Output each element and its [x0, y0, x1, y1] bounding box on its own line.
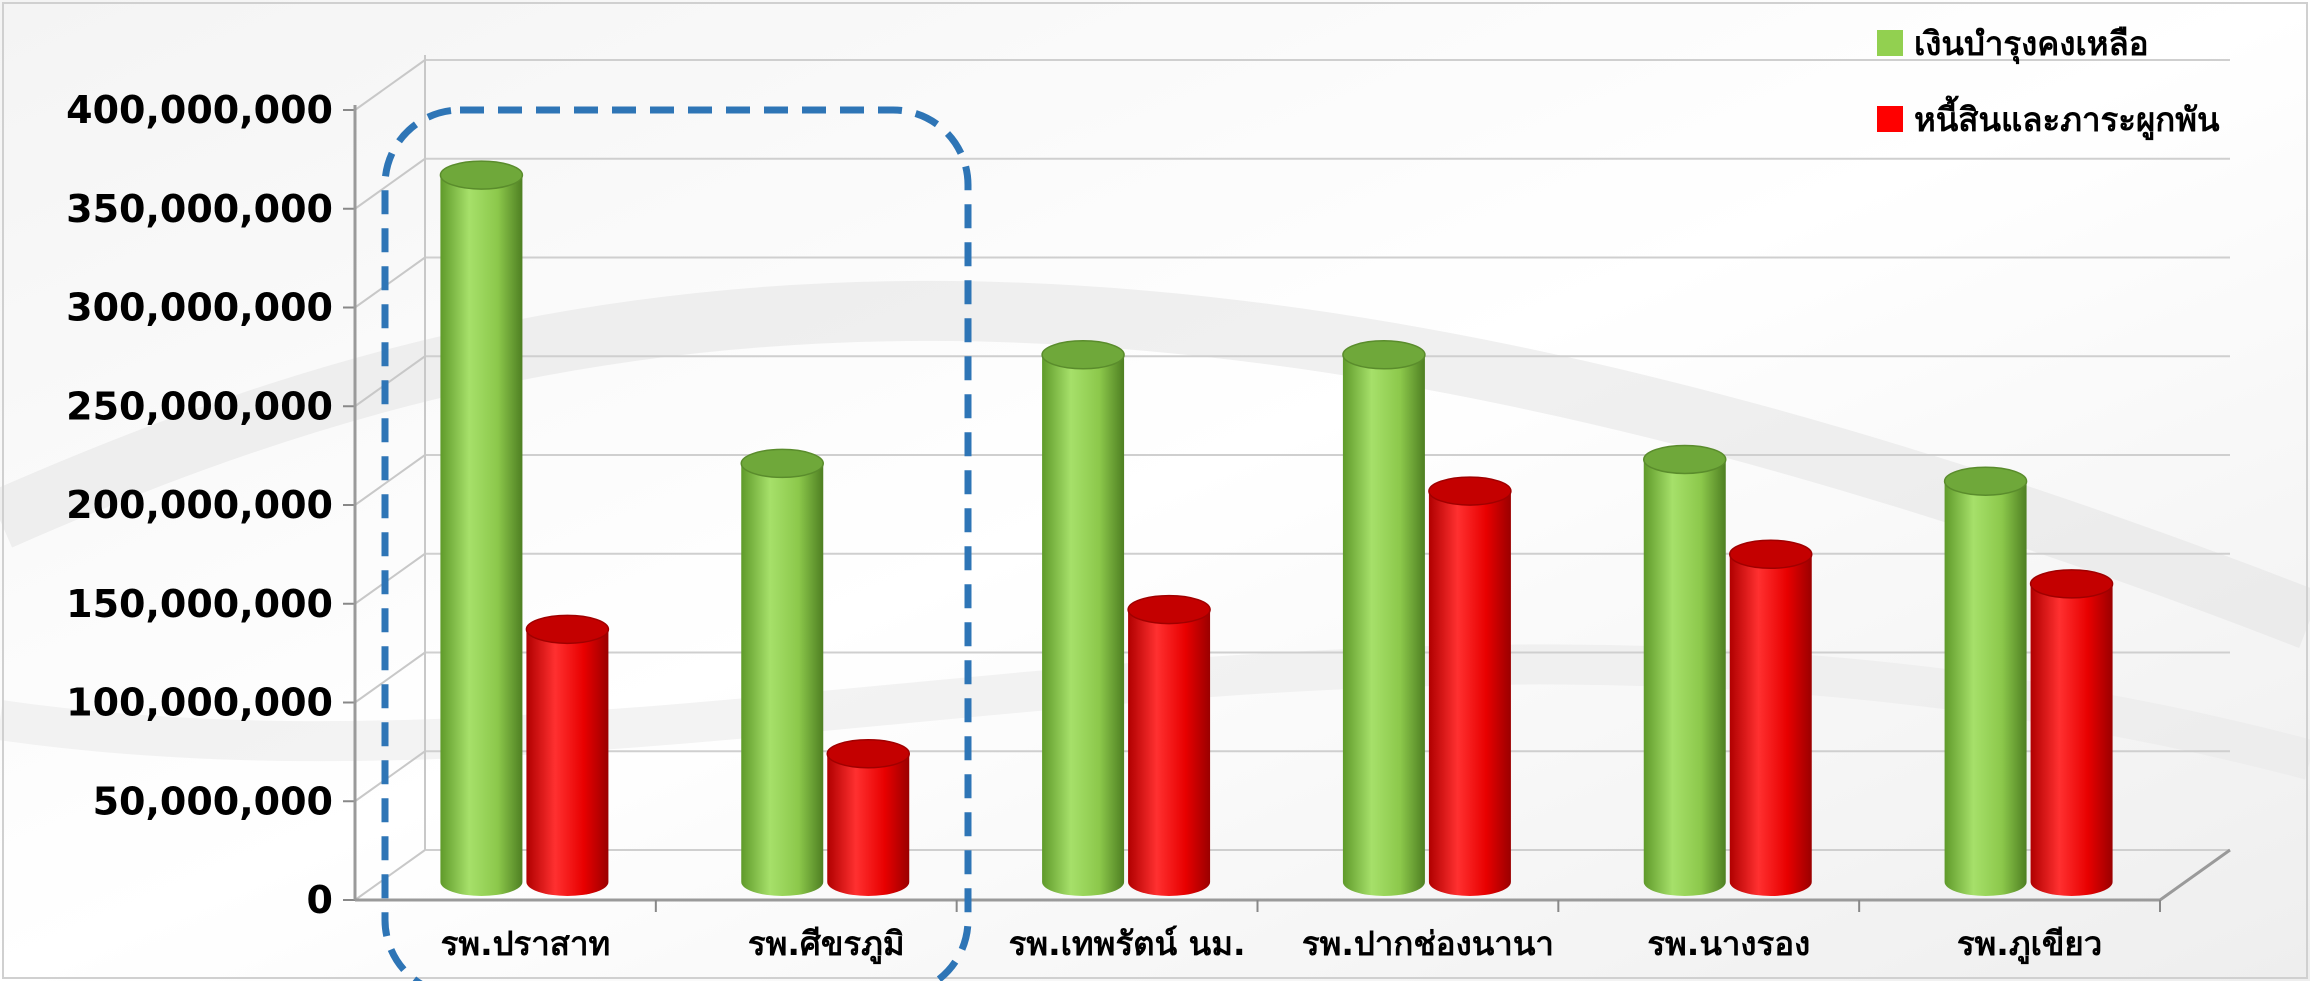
legend-swatch: [1877, 30, 1903, 56]
gridline-depth: [354, 59, 426, 111]
bar: [1943, 466, 2028, 896]
bar-top: [1127, 594, 1211, 625]
x-tick-label: รพ.นางรอง: [1647, 924, 1810, 963]
y-tick-label: 350,000,000: [66, 187, 333, 231]
floor-edge: [2159, 848, 2231, 902]
x-tick-label: รพ.ปากช่องนานา: [1302, 924, 1554, 963]
bar-body: [440, 175, 523, 896]
gridline-depth: [354, 157, 426, 210]
bar-top: [2029, 569, 2114, 599]
bar: [1342, 340, 1426, 896]
y-tick-label: 0: [307, 878, 333, 922]
gridline-depth: [354, 355, 426, 408]
legend-label: เงินบำรุงคงเหลือ: [1914, 24, 2149, 65]
bar-body: [1342, 354, 1425, 896]
bar-body: [1944, 481, 2027, 896]
y-tick-label: 250,000,000: [66, 384, 333, 428]
bar: [525, 614, 610, 896]
y-tick-label: 200,000,000: [66, 483, 333, 527]
bar-top: [1342, 340, 1426, 370]
gridline-depth: [354, 651, 426, 704]
bar-body: [741, 463, 824, 896]
bar-top: [1041, 340, 1125, 370]
y-tick-label: 400,000,000: [66, 88, 333, 132]
y-tick-label: 100,000,000: [66, 681, 333, 725]
bar-body: [827, 753, 910, 896]
gridline-depth: [354, 750, 426, 803]
background-swoosh: [0, 280, 2310, 648]
bar-body: [1042, 354, 1125, 896]
y-tick-label: 50,000,000: [93, 779, 333, 823]
axes: 0 50,000,000 100,000,000 150,000,000 200,000…: [66, 55, 2231, 922]
bar: [1428, 476, 1512, 896]
gridline-depth: [354, 849, 426, 901]
y-tick-label: 150,000,000: [66, 582, 333, 626]
y-tick-label: 300,000,000: [66, 286, 333, 330]
bar: [1729, 539, 1813, 896]
x-tick-label: รพ.ศีขรภูมิ: [748, 924, 905, 965]
legend: เงินบำรุงคงเหลือหนี้สินและภาระผูกพัน: [1877, 24, 2220, 141]
bar-top: [1643, 444, 1727, 475]
grid: [354, 59, 2230, 901]
bar-body: [1729, 554, 1812, 896]
bar: [2029, 569, 2114, 896]
x-axis-labels: รพ.ปราสาท รพ.ศีขรภูมิ รพ.เทพรัตน์ นม. รพ.ปา…: [441, 924, 2103, 965]
bar-body: [526, 629, 609, 896]
bar-top: [1729, 539, 1813, 570]
bar-top: [439, 160, 524, 190]
bar-body: [1643, 459, 1726, 896]
bar-top: [826, 739, 910, 769]
bar: [1041, 340, 1125, 896]
bar: [826, 739, 910, 896]
highlight: [381, 106, 972, 985]
x-tick-label: รพ.ภูเขียว: [1957, 924, 2102, 965]
bar-body: [1428, 491, 1511, 896]
legend-label: หนี้สินและภาระผูกพัน: [1914, 95, 2220, 141]
bar-top: [740, 448, 824, 479]
bar: [1643, 444, 1727, 896]
x-tick-label: รพ.ปราสาท: [441, 924, 611, 963]
bars: [439, 160, 2114, 896]
gridline-depth: [354, 552, 426, 605]
bar: [740, 448, 824, 896]
legend-swatch: [1877, 106, 1903, 132]
bar-top: [1428, 476, 1512, 506]
bar-top: [525, 614, 610, 645]
gridline-depth: [354, 256, 426, 309]
bar: [439, 160, 524, 896]
x-tick-label: รพ.เทพรัตน์ นม.: [1009, 924, 1246, 963]
highlight-box: [381, 106, 972, 985]
bar: [1127, 594, 1211, 896]
bar-body: [2030, 583, 2113, 896]
gridline-depth: [354, 454, 426, 506]
bar-body: [1128, 609, 1211, 896]
bar-top: [1943, 466, 2028, 496]
